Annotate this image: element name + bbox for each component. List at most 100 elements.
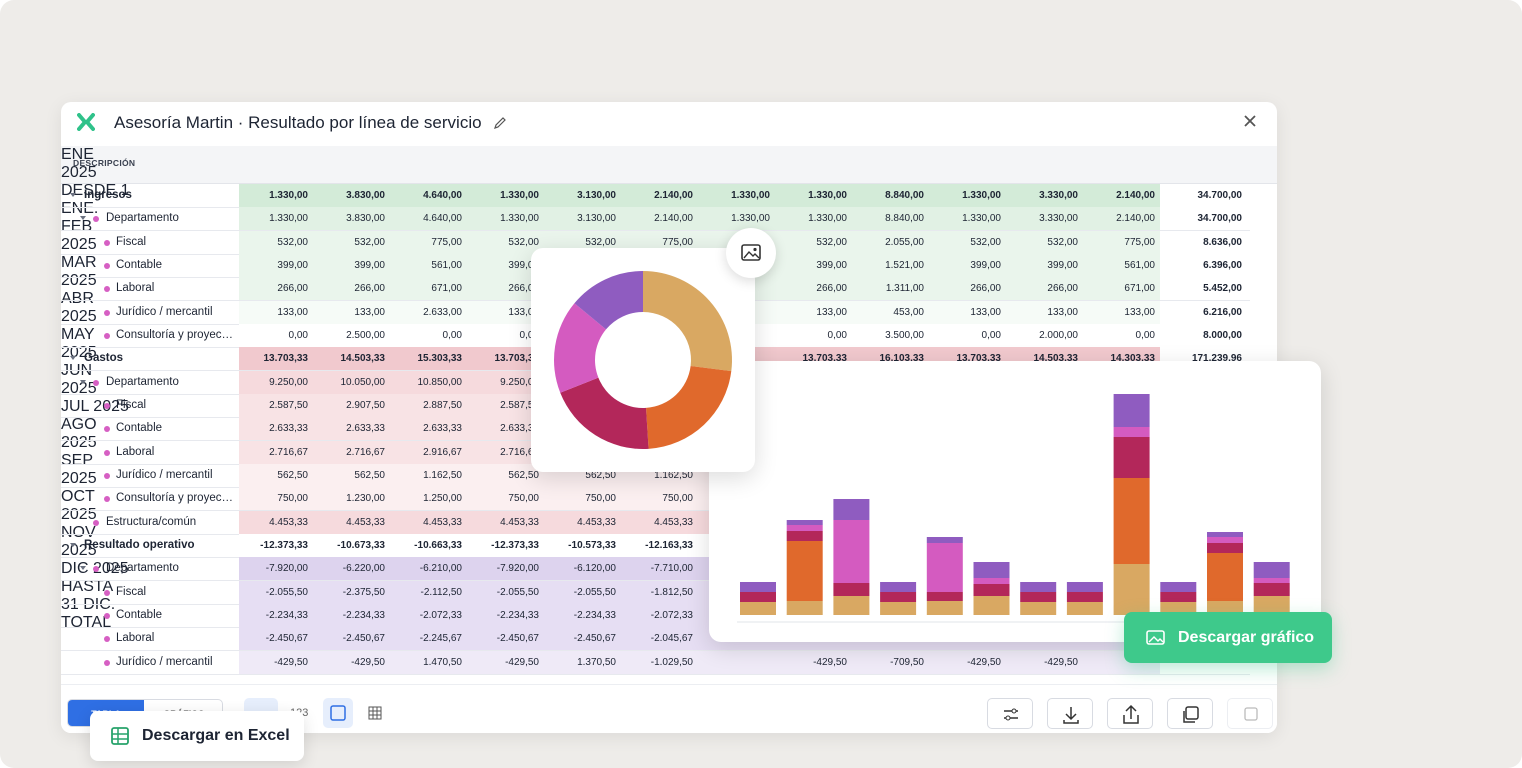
table-cell: 34.700,00 (1160, 184, 1250, 207)
table-cell: -2.450,67 (470, 627, 547, 651)
share-button[interactable] (1107, 698, 1153, 729)
column-note: DESDE 1 ENE. (61, 182, 130, 217)
table-cell: 4.640,00 (393, 207, 470, 231)
column-header: SEP 2025 (61, 452, 97, 487)
table-cell: 561,00 (393, 253, 470, 277)
table-cell: -2.245,67 (393, 627, 470, 651)
table-cell: -2.072,33 (624, 603, 701, 627)
bar-segment (1207, 537, 1243, 543)
table-cell: -7.710,00 (624, 557, 701, 581)
save-button[interactable] (1227, 698, 1273, 729)
table-cell: -2.055,50 (239, 580, 316, 604)
table-cell: -429,50 (316, 650, 393, 674)
row-dot (104, 309, 110, 316)
column-header: AGO 2025 (61, 416, 97, 451)
bar-segment (786, 601, 823, 615)
row-label: Ingresos (84, 189, 132, 201)
bar-segment (1020, 582, 1057, 592)
row-dot (104, 332, 110, 339)
table-cell: 453,00 (855, 300, 932, 324)
table-cell: 133,00 (778, 300, 855, 324)
table-cell: 3.330,00 (1009, 207, 1086, 231)
table-cell: 8.000,00 (1160, 323, 1250, 347)
table-cell (701, 650, 778, 674)
table-cell: -6.220,00 (316, 557, 393, 581)
download-chart-button[interactable]: Descargar gráfico (1124, 612, 1332, 663)
bar-segment (1160, 602, 1197, 615)
table-cell: 3.130,00 (547, 207, 624, 231)
download-excel-button[interactable]: Descargar en Excel (90, 711, 304, 761)
row-dot (93, 566, 99, 573)
row-label: Fiscal (116, 398, 147, 411)
table-row: Ingresos 1.330,00 3.830,00 4.640,00 1.330,00… (61, 184, 1250, 208)
row-label: Fiscal (116, 585, 147, 598)
table-cell: 561,00 (1086, 253, 1163, 277)
table-cell: 1.470,50 (393, 650, 470, 674)
table-cell: 133,00 (470, 300, 547, 324)
table-cell: 399,00 (1009, 253, 1086, 277)
close-button[interactable] (1243, 114, 1257, 128)
bar-segment (1113, 437, 1150, 478)
table-cell: 266,00 (239, 277, 316, 301)
bar-segment (833, 596, 870, 615)
bar-segment (1113, 394, 1150, 427)
bar-segment (740, 602, 776, 615)
row-label: Resultado operativo (84, 538, 195, 551)
table-cell: -2.234,33 (316, 603, 393, 627)
donut-chart-card (531, 248, 755, 472)
table-cell: 34.700,00 (1160, 207, 1250, 231)
edit-icon[interactable] (493, 116, 507, 130)
column-header: DESCRIPCIÓN (73, 158, 136, 168)
row-dot (104, 636, 110, 643)
table-cell: 532,00 (316, 230, 393, 254)
expand-caret (70, 356, 76, 361)
table-cell: 3.130,00 (547, 184, 624, 207)
table-cell: 3.330,00 (1009, 184, 1086, 207)
bar-segment (786, 520, 823, 525)
table-cell: 1.370,50 (547, 650, 624, 674)
table-cell: 133,00 (1009, 300, 1086, 324)
table-cell: 2.633,33 (316, 417, 393, 441)
grid-button[interactable] (368, 706, 382, 720)
table-cell: 4.453,33 (393, 510, 470, 534)
image-badge (726, 228, 776, 278)
column-header: NOV 2025 (61, 524, 97, 559)
bar-segment (1113, 427, 1150, 437)
table-cell: 266,00 (778, 277, 855, 301)
table-cell: 399,00 (932, 253, 1009, 277)
bar-segment (880, 592, 917, 602)
download-button[interactable] (1047, 698, 1093, 729)
row-dot (93, 379, 99, 386)
table-cell: -429,50 (1009, 650, 1086, 674)
table-cell: 1.230,00 (316, 487, 393, 511)
donut-segment (646, 366, 732, 449)
table-cell: 775,00 (393, 230, 470, 254)
table-cell: 1.250,00 (393, 487, 470, 511)
bar-segment (926, 537, 963, 543)
table-cell: 2.907,50 (316, 393, 393, 417)
row-label: Contable (116, 608, 163, 621)
column-header: ABR 2025 (61, 290, 97, 325)
settings-button[interactable] (987, 698, 1033, 729)
table-cell: 3.500,00 (855, 323, 932, 347)
table-cell: 671,00 (1086, 277, 1163, 301)
table-cell: 4.453,33 (624, 510, 701, 534)
table-cell: 9.250,00 (470, 370, 547, 394)
table-cell: 1.330,00 (701, 207, 778, 231)
table-row: Fiscal 532,00 532,00 775,00 532,00 532,00 775,… (61, 230, 1250, 255)
table-cell: 1.330,00 (778, 207, 855, 231)
table-cell: -1.029,50 (624, 650, 701, 674)
table-cell: 532,00 (547, 230, 624, 254)
row-dot (104, 426, 110, 433)
bar-segment (740, 582, 776, 592)
table-cell: -429,50 (778, 650, 855, 674)
bar-segment (1113, 564, 1150, 615)
layout-button[interactable] (323, 698, 353, 728)
table-cell: 532,00 (932, 230, 1009, 254)
row-label: Jurídico / mercantil (116, 305, 213, 318)
copy-button[interactable] (1167, 698, 1213, 729)
table-cell: -12.373,33 (470, 533, 547, 557)
table-cell: 0,00 (239, 323, 316, 347)
table-cell: -2.112,50 (393, 580, 470, 604)
row-label: Consultoría y proyec… (116, 328, 233, 341)
